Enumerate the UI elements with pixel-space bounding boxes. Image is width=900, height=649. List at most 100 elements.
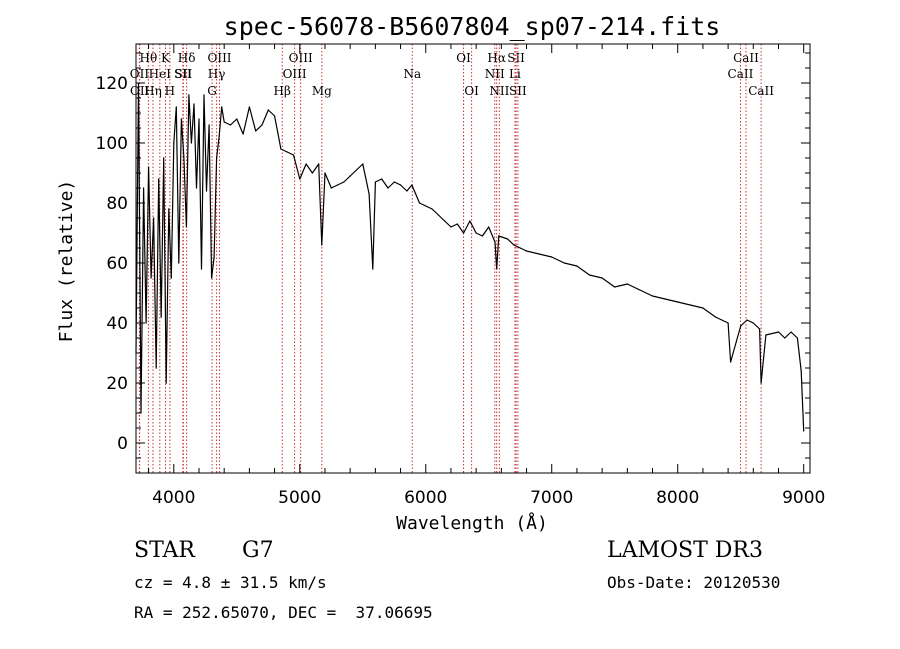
data-point [343, 181, 345, 183]
axis-ticks: 4000 5000 6000 7000 8000 9000 0 20 40 60 80 100 120 [96, 44, 825, 508]
line-marker-label: OII [130, 67, 150, 81]
data-point [639, 289, 641, 291]
data-point [216, 157, 218, 159]
coordinates-readout: RA = 252.65070, DEC = 37.06695 [134, 603, 433, 622]
line-marker-label: OII [130, 84, 150, 98]
data-point [730, 361, 732, 363]
line-marker-label: SII [175, 67, 193, 81]
line-marker-label: CaII [728, 67, 754, 81]
data-point [205, 190, 208, 192]
data-point [148, 166, 150, 168]
line-marker-label: Hδ [178, 51, 196, 65]
data-point [444, 220, 446, 222]
data-point [236, 118, 238, 120]
data-point [677, 301, 679, 303]
x-tick-label: 7000 [530, 488, 573, 508]
data-point [551, 256, 553, 258]
data-point [168, 208, 170, 210]
data-point [173, 142, 175, 144]
series-line-flux [135, 82, 805, 432]
data-point [614, 286, 616, 288]
data-point [431, 208, 433, 210]
obs-date: Obs-Date: 20120530 [607, 573, 781, 592]
x-tick-label: 6000 [404, 488, 447, 508]
data-point [563, 262, 565, 264]
data-point [576, 265, 578, 267]
data-point [488, 226, 490, 228]
data-point [796, 337, 799, 339]
data-point [496, 268, 498, 270]
data-point [411, 184, 413, 186]
data-point [255, 130, 257, 132]
data-point [198, 118, 200, 120]
data-point [223, 121, 225, 123]
data-point [800, 370, 802, 372]
data-point [714, 316, 717, 318]
data-point [213, 256, 215, 258]
data-point [355, 169, 358, 171]
data-point [469, 220, 471, 222]
data-point [381, 178, 383, 180]
data-point [337, 184, 339, 186]
data-point [324, 172, 326, 174]
data-point [193, 103, 195, 105]
data-point [784, 337, 786, 339]
y-tick-label: 0 [117, 434, 128, 454]
line-marker-label: Hθ [139, 51, 157, 65]
data-point [525, 250, 528, 252]
line-marker-label: OI [464, 84, 479, 98]
line-marker-label: G [207, 84, 217, 98]
data-point [143, 187, 145, 189]
y-tick-label: 80 [106, 194, 128, 214]
spectral-subclass: G7 [242, 538, 274, 563]
data-point [752, 322, 754, 324]
data-point [538, 253, 540, 255]
data-point [311, 172, 313, 174]
data-point [321, 244, 323, 246]
line-marker-label: NII [485, 67, 505, 81]
data-point [274, 115, 276, 117]
data-point [727, 322, 729, 324]
data-point [765, 334, 767, 336]
data-point [195, 187, 198, 189]
y-tick-label: 120 [96, 74, 128, 94]
survey-label: LAMOST DR3 [607, 538, 763, 563]
data-point [425, 205, 427, 207]
data-point [145, 322, 147, 324]
data-point [406, 190, 408, 192]
data-point [481, 235, 483, 237]
data-point [626, 283, 628, 285]
data-point [349, 175, 351, 177]
data-point [267, 109, 269, 111]
data-point [153, 217, 155, 219]
line-marker-label: OIII [289, 51, 313, 65]
line-marker-label: Mg [312, 84, 332, 98]
data-point [760, 382, 762, 384]
data-point [475, 232, 477, 234]
data-point [387, 187, 389, 189]
data-point [746, 319, 748, 321]
data-point [456, 223, 458, 225]
chart-title: spec-56078-B5607804_sp07-214.fits [224, 12, 721, 41]
data-point [188, 94, 190, 96]
data-point [200, 268, 203, 270]
line-marker-label: SII [507, 51, 525, 65]
y-axis-label: Flux (relative) [56, 180, 77, 343]
line-marker-label: SII [509, 84, 527, 98]
emission-line-markers: HθOIIOIIHeIHηKSIIHHδSIIOIIIHγGOIIIOIIIHβ… [130, 44, 774, 473]
data-point [160, 316, 162, 318]
data-point [221, 106, 223, 108]
data-point [218, 136, 220, 138]
data-point [203, 94, 205, 96]
data-point [790, 331, 792, 333]
data-point [229, 124, 232, 126]
data-point [286, 151, 288, 153]
data-point [374, 181, 376, 183]
data-point [261, 124, 263, 126]
data-point [463, 232, 465, 234]
y-tick-label: 40 [106, 314, 128, 334]
line-marker-label: NII [489, 84, 509, 98]
data-point [437, 214, 439, 216]
x-axis-label: Wavelength (Å) [396, 512, 548, 534]
data-point [170, 277, 172, 279]
